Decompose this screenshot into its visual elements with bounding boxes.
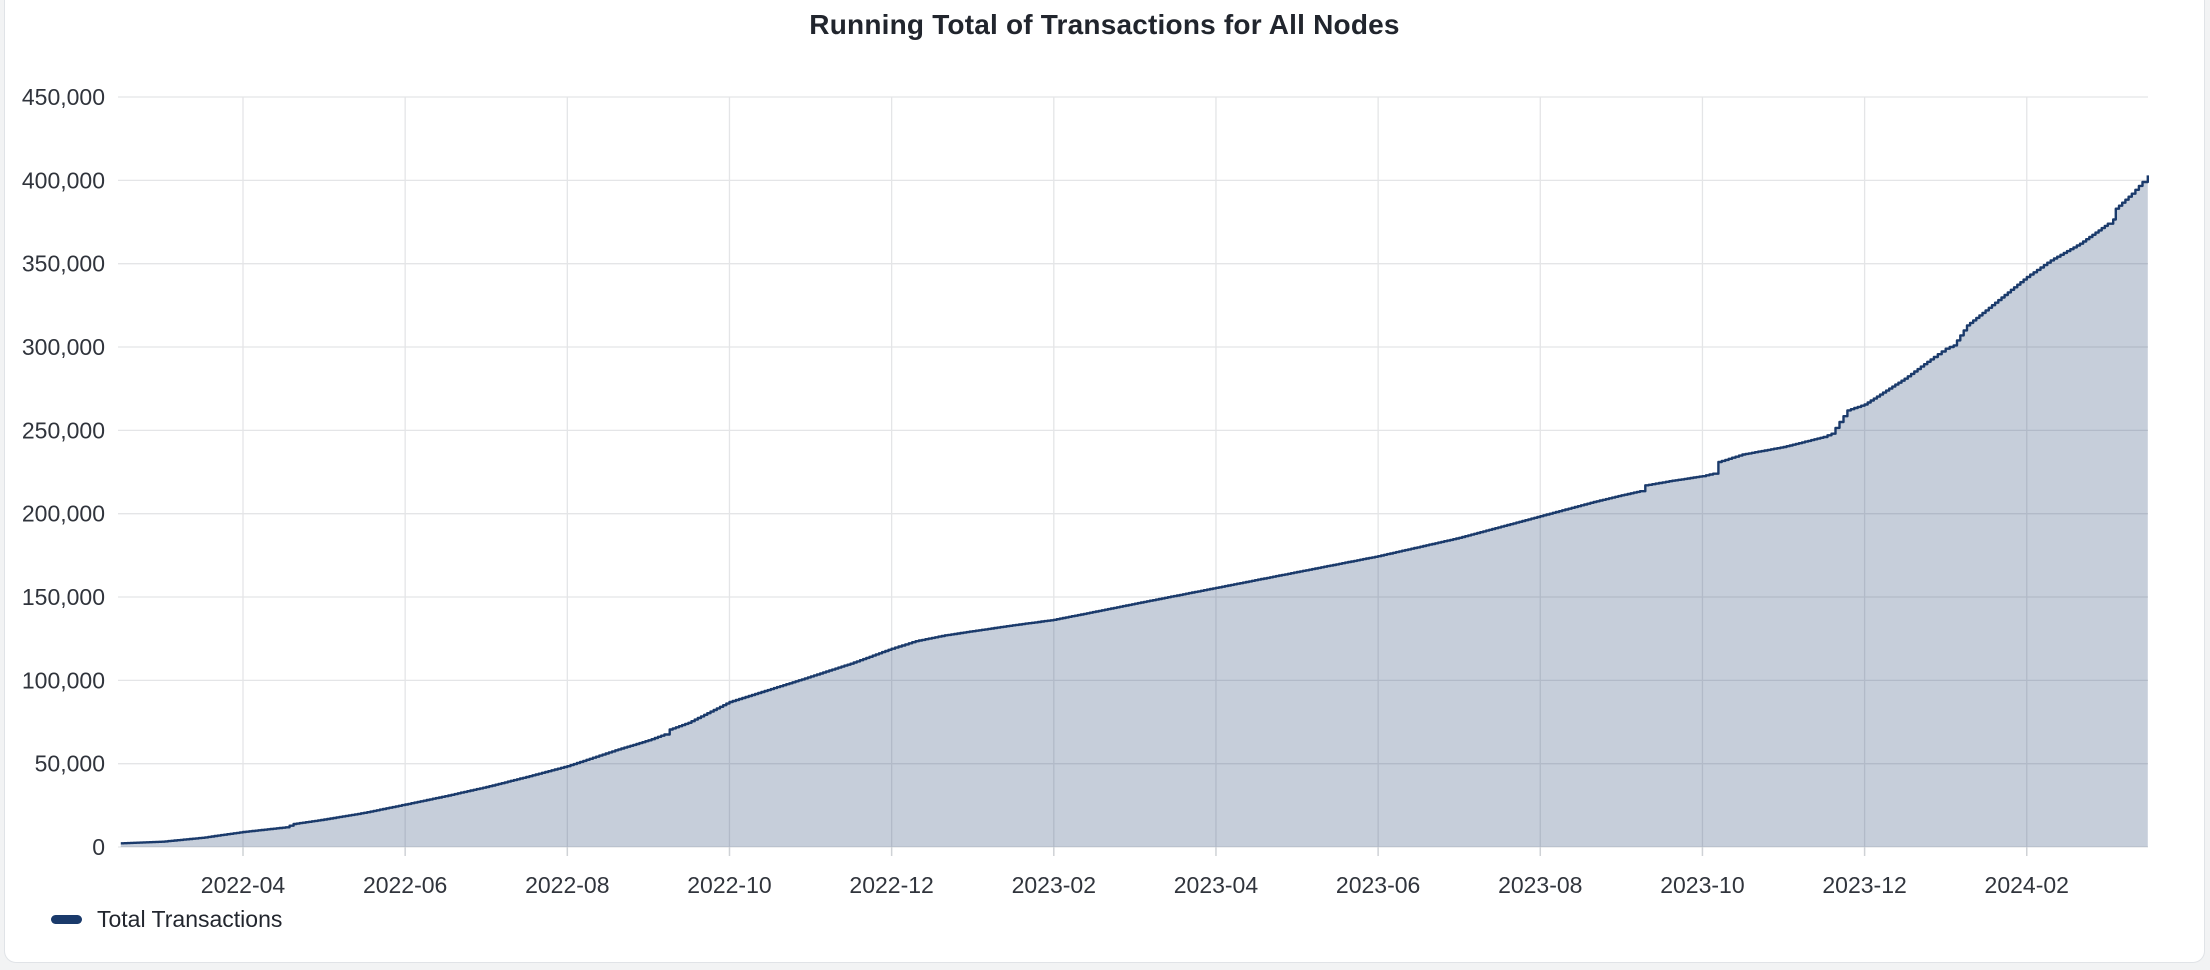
area-chart: 0 50,000 100,000 150,000 200,000 250,000 300,0… <box>22 84 2149 898</box>
x-tick-label: 2022-12 <box>849 872 933 898</box>
series-area-fill <box>120 175 2148 847</box>
legend-item-total-transactions[interactable]: Total Transactions <box>51 905 282 933</box>
x-tick-label: 2023-10 <box>1660 872 1744 898</box>
x-tick-label: 2022-06 <box>363 872 447 898</box>
chart-title: Running Total of Transactions for All No… <box>809 9 1400 40</box>
y-tick-label: 250,000 <box>22 417 105 443</box>
x-tick-label: 2023-02 <box>1012 872 1096 898</box>
chart-card: Running Total of Transactions for All No… <box>4 0 2205 963</box>
x-tick-label: 2023-12 <box>1822 872 1906 898</box>
x-tick-label: 2023-06 <box>1336 872 1420 898</box>
y-tick-label: 450,000 <box>22 84 105 110</box>
y-tick-label: 0 <box>92 834 105 860</box>
y-tick-label: 200,000 <box>22 501 105 527</box>
x-tick-label: 2023-04 <box>1174 872 1259 898</box>
y-tick-label: 350,000 <box>22 251 105 277</box>
y-tick-label: 300,000 <box>22 334 105 360</box>
x-tick-label: 2023-08 <box>1498 872 1582 898</box>
x-tick-label: 2022-04 <box>201 872 286 898</box>
series-area-line <box>120 175 2149 847</box>
x-tick-label: 2022-10 <box>687 872 771 898</box>
y-tick-label: 50,000 <box>35 751 105 777</box>
y-tick-label: 100,000 <box>22 667 105 693</box>
legend-label: Total Transactions <box>97 905 283 932</box>
x-axis-labels: 2022-04 2022-06 2022-08 2022-10 2022-12 2023-… <box>201 872 2069 898</box>
x-tick-label: 2022-08 <box>525 872 609 898</box>
axis-tick-marks <box>242 847 2028 856</box>
y-axis-labels: 0 50,000 100,000 150,000 200,000 250,000 300,0… <box>22 84 105 860</box>
legend-marker <box>51 914 82 924</box>
series-line <box>120 175 2149 845</box>
y-tick-label: 400,000 <box>22 167 105 193</box>
x-tick-label: 2024-02 <box>1985 872 2069 898</box>
grid-lines <box>118 96 2148 848</box>
y-tick-label: 150,000 <box>22 584 105 610</box>
